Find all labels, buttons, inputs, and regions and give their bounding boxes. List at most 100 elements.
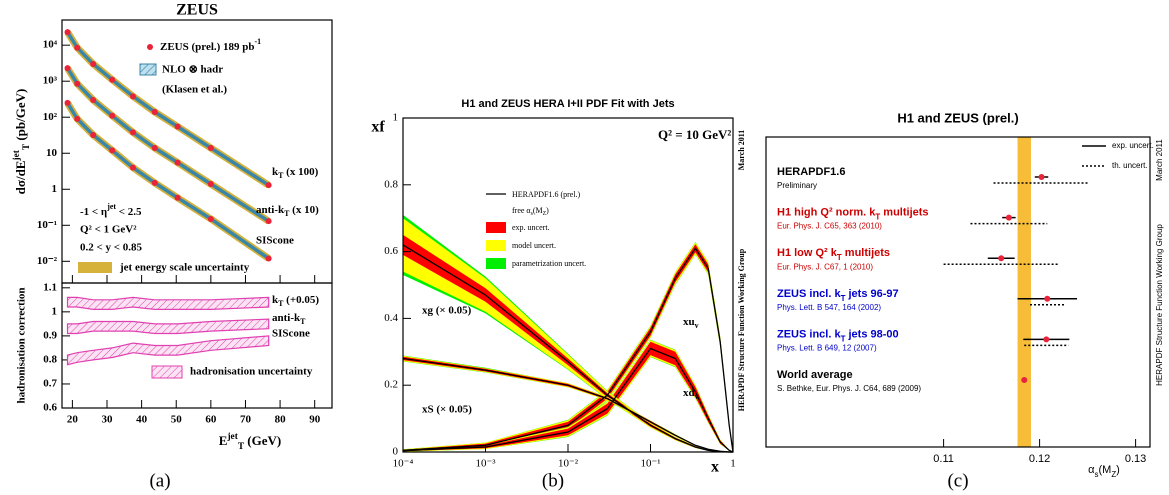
series-label: SIScone (272, 328, 310, 340)
text-part: (pb/GeV) (13, 89, 28, 144)
text-part: jets 98-00 (845, 328, 898, 340)
series-label: kT (x 100) (272, 166, 319, 181)
y-tick-label: 0.6 (384, 245, 398, 257)
data-point (1005, 214, 1012, 221)
text-part: free α (512, 206, 531, 215)
text-part: multijets (842, 247, 890, 259)
x-tick-label: 90 (309, 414, 321, 426)
data-point (64, 29, 71, 36)
data-point (129, 93, 136, 100)
row-name: ZEUS incl. kT jets 96-97 (777, 288, 899, 303)
x-axis-label: EjetT (GeV) (219, 432, 281, 452)
series-label: anti-kT (x 10) (256, 204, 319, 219)
uncertainty-band (403, 355, 733, 452)
y-tick-label: 1 (52, 183, 58, 195)
text-part: T (284, 209, 290, 218)
text-part: (GeV) (244, 433, 281, 448)
legend-label: exp. uncert. (512, 223, 550, 232)
data-point (151, 108, 158, 115)
text-part: H1 high Q² norm. k (777, 207, 876, 219)
cut-label: -1 < ηjet < 2.5 (80, 202, 142, 217)
y-tick-label: 0.9 (43, 329, 57, 341)
text-part: T (875, 212, 880, 221)
series-label: xuv (683, 316, 699, 331)
data-point (90, 97, 97, 104)
data-point (1043, 336, 1050, 343)
y-tick-label: 10⁻² (37, 255, 58, 267)
text-part: -1 (255, 37, 262, 46)
y-tick-label: 10 (46, 147, 58, 159)
hadronisation-band (66, 335, 270, 366)
text-part: (x 100) (283, 166, 318, 178)
y-tick-label: 0.4 (384, 312, 398, 324)
series-label: kT (+0.05) (272, 294, 319, 309)
caption: (c) (947, 470, 968, 491)
data-point (109, 76, 116, 83)
reference-band (1017, 137, 1031, 447)
text-part: T (841, 293, 846, 302)
x-axis-label: x (711, 459, 719, 476)
row-name: HERAPDF1.6 (777, 166, 845, 178)
text-part: T (278, 299, 284, 308)
legend-label: th. uncert. (1112, 161, 1148, 170)
uncertainty-band (403, 234, 733, 452)
text-part: anti-k (272, 312, 301, 324)
text-part: k (272, 294, 279, 306)
legend-swatch (78, 262, 112, 273)
plot-frame (61, 282, 333, 409)
text-part: jet (12, 149, 22, 161)
data-point (174, 159, 181, 166)
data-point (109, 112, 116, 119)
text-part: jet (106, 202, 116, 211)
data-point (109, 147, 116, 154)
text-part: ZEUS incl. k (777, 288, 841, 300)
x-tick-label: 60 (205, 414, 217, 426)
x-tick-label: 0.13 (1125, 453, 1146, 465)
series-label: xdv (683, 387, 699, 402)
x-tick-label: 10⁻² (558, 458, 579, 470)
caption: (a) (149, 470, 170, 491)
y-tick-label: 10⁻¹ (37, 219, 57, 231)
legend-swatch (486, 222, 506, 233)
text-part: (M (1098, 464, 1111, 476)
data-point (207, 144, 214, 151)
text-part: xu (683, 316, 695, 328)
series-label: xg (× 0.05) (422, 305, 472, 317)
x-tick-label: 1 (730, 458, 736, 470)
row-name: H1 low Q² kT multijets (777, 247, 890, 262)
legend-swatch (486, 240, 506, 251)
text-part: ) (546, 206, 549, 215)
cut-label: 0.2 < y < 0.85 (80, 242, 143, 254)
data-point (174, 194, 181, 201)
text-part: (x 10) (289, 204, 319, 216)
text-part: T (278, 171, 284, 180)
row-reference: Phys. Lett. B 547, 164 (2002) (777, 303, 881, 312)
y-tick-label: 0.2 (384, 379, 398, 391)
data-point (64, 65, 71, 72)
legend-swatch (486, 258, 506, 269)
data-point (1038, 174, 1045, 180)
data-point (207, 215, 214, 222)
y-tick-label: 10² (43, 111, 58, 123)
text-part: ZEUS incl. k (777, 328, 841, 340)
series-label: anti-kT (272, 312, 306, 327)
hadronisation-band (66, 318, 270, 335)
data-point (74, 44, 81, 51)
pdf-curve (402, 347, 734, 453)
legend-label: free αs(MZ) (512, 206, 549, 218)
legend-swatch (151, 365, 183, 379)
data-point (174, 123, 181, 130)
x-axis-label: αs(MZ) (1088, 464, 1120, 479)
y-tick-label: 1 (393, 112, 399, 124)
data-point (151, 144, 158, 151)
text-part: T (300, 317, 306, 326)
x-tick-label: 50 (171, 414, 183, 426)
text-part: s (531, 211, 534, 217)
data-point (151, 179, 158, 186)
x-tick-label: 0.11 (933, 453, 954, 465)
data-point (265, 255, 272, 262)
chart-title: ZEUS (176, 2, 218, 19)
row-name: World average (777, 369, 853, 381)
y-tick-label: 0 (393, 446, 399, 458)
text-part: T (841, 334, 846, 343)
